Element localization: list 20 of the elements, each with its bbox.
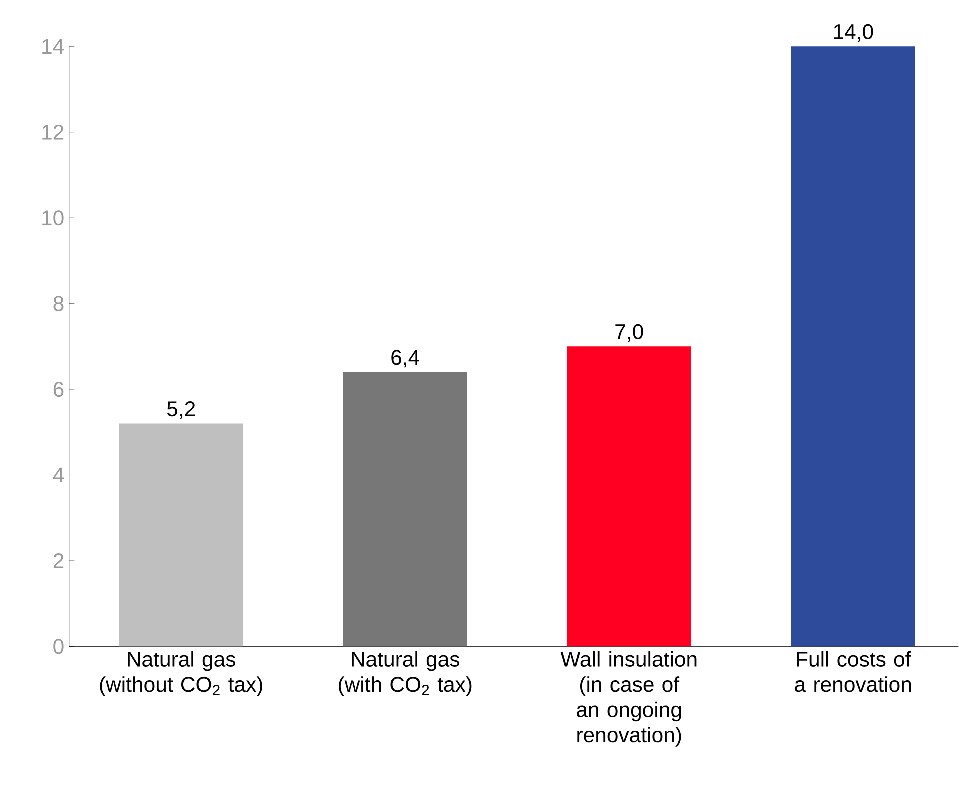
x-tick-label: Wall insulation (in case of an ongoing renovation) [560,651,697,747]
data-label: 6,4 [392,350,420,368]
bar [791,46,916,647]
y-tick-label: 0 [54,639,64,654]
x-tick-label: Natural gas (with CO$_{2}$ tax) [339,651,472,696]
y-tick-label: 8 [54,296,64,312]
x-tick-label: Full costs of a renovation [795,651,912,692]
y-tick-label: 4 [53,468,64,483]
y-tick-label: 14 [42,39,64,54]
x-tick-label: Natural gas (without CO$_{2}$ tax) [100,651,262,696]
y-tick-label: 10 [42,210,64,226]
bar [567,346,692,647]
data-label: 7,0 [616,324,644,342]
data-label: 5,2 [167,402,196,420]
y-tick-label: 6 [54,382,64,398]
data-label: 14,0 [834,24,874,42]
y-tick-label: 12 [42,124,64,140]
bar [119,424,244,647]
y-tick-label: 2 [54,554,64,568]
bar [343,372,468,647]
